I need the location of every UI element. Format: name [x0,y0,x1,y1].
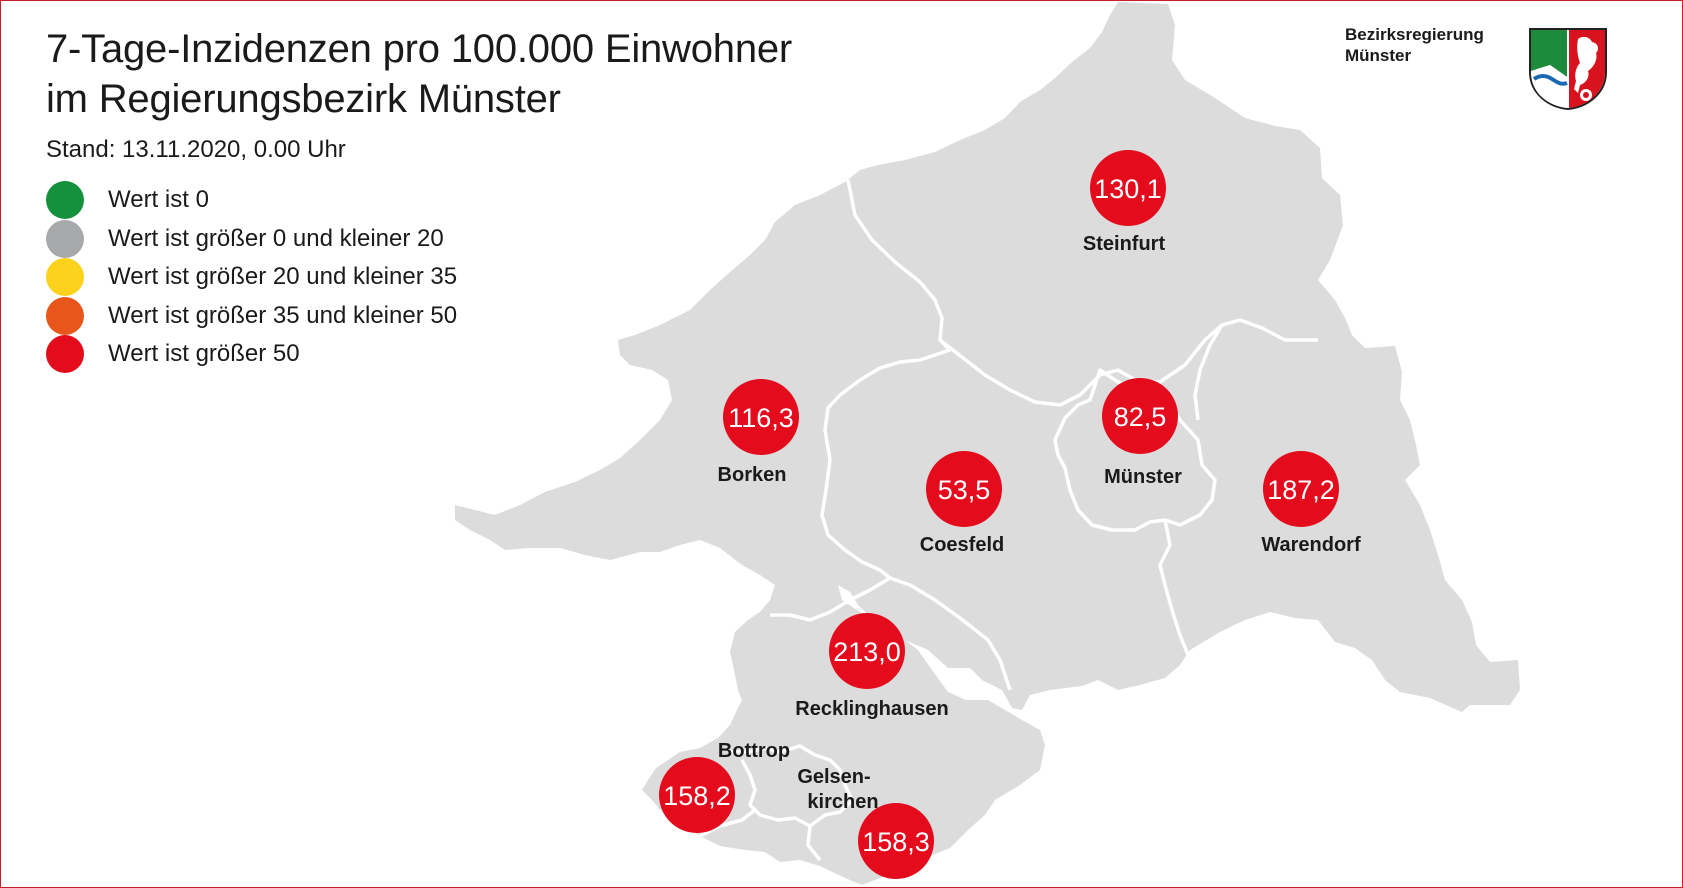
district-marker-gelsenkirchen[interactable]: 158,3 Gelsen- kirchen [797,766,934,879]
legend-dot-green [46,181,84,220]
district-marker-borken[interactable]: 116,3 Borken [718,379,799,486]
district-label: Steinfurt [1083,233,1166,255]
organization-name-line1: Bezirksregierung [1345,25,1484,44]
district-label: Bottrop [718,740,790,762]
legend-dot-orange [46,296,84,335]
legend-label: Wert ist größer 20 und kleiner 35 [108,263,458,291]
legend-dot-yellow [46,258,84,297]
district-value: 53,5 [938,475,991,505]
timestamp: Stand: 13.11.2020, 0.00 Uhr [46,136,346,163]
nrw-coat-of-arms-icon [1529,28,1607,110]
district-value: 213,0 [833,637,901,667]
district-marker-muenster[interactable]: 82,5 Münster [1102,378,1182,488]
organization-name: Bezirksregierung Münster [1345,24,1484,66]
district-value: 130,1 [1094,174,1162,204]
legend-item: Wert ist größer 35 und kleiner 50 [46,296,458,336]
district-value: 82,5 [1114,402,1167,432]
district-marker-coesfeld[interactable]: 53,5 Coesfeld [920,451,1004,556]
district-value: 187,2 [1267,475,1335,505]
legend-item: Wert ist größer 0 und kleiner 20 [46,219,457,259]
district-label: Coesfeld [920,534,1004,556]
legend-item: Wert ist größer 50 [46,335,457,374]
district-value: 158,3 [862,827,930,857]
legend-item: Wert ist größer 20 und kleiner 35 [46,258,457,297]
district-marker-bottrop[interactable]: 158,2 Bottrop [659,740,790,833]
legend-label: Wert ist 0 [108,186,209,214]
district-marker-recklinghausen[interactable]: 213,0 Recklinghausen [795,613,949,720]
legend-dot-grey [46,219,84,258]
district-marker-warendorf[interactable]: 187,2 Warendorf [1261,451,1361,556]
legend-item: Wert ist 0 [46,181,457,220]
district-value: 158,2 [663,781,731,811]
district-marker-steinfurt[interactable]: 130,1 Steinfurt [1083,150,1166,255]
legend-label: Wert ist größer 35 und kleiner 50 [108,301,458,329]
page-title: 7-Tage-Inzidenzen pro 100.000 Einwohner … [46,27,793,121]
district-label: Münster [1104,466,1182,488]
district-label: Warendorf [1261,534,1361,556]
legend-dot-red [46,335,84,374]
legend: Wert ist 0 Wert ist größer 0 und kleiner… [46,181,457,374]
district-label: Gelsen- [797,766,870,788]
district-borders [699,179,1318,862]
organization-name-line2: Münster [1345,46,1412,65]
legend-label: Wert ist größer 50 [108,340,300,368]
region-shape [455,2,1520,885]
district-label: Borken [718,464,787,486]
district-label-line2: kirchen [807,791,878,813]
legend-label: Wert ist größer 0 und kleiner 20 [108,224,444,252]
district-value: 116,3 [728,403,794,433]
district-label: Recklinghausen [795,698,948,720]
